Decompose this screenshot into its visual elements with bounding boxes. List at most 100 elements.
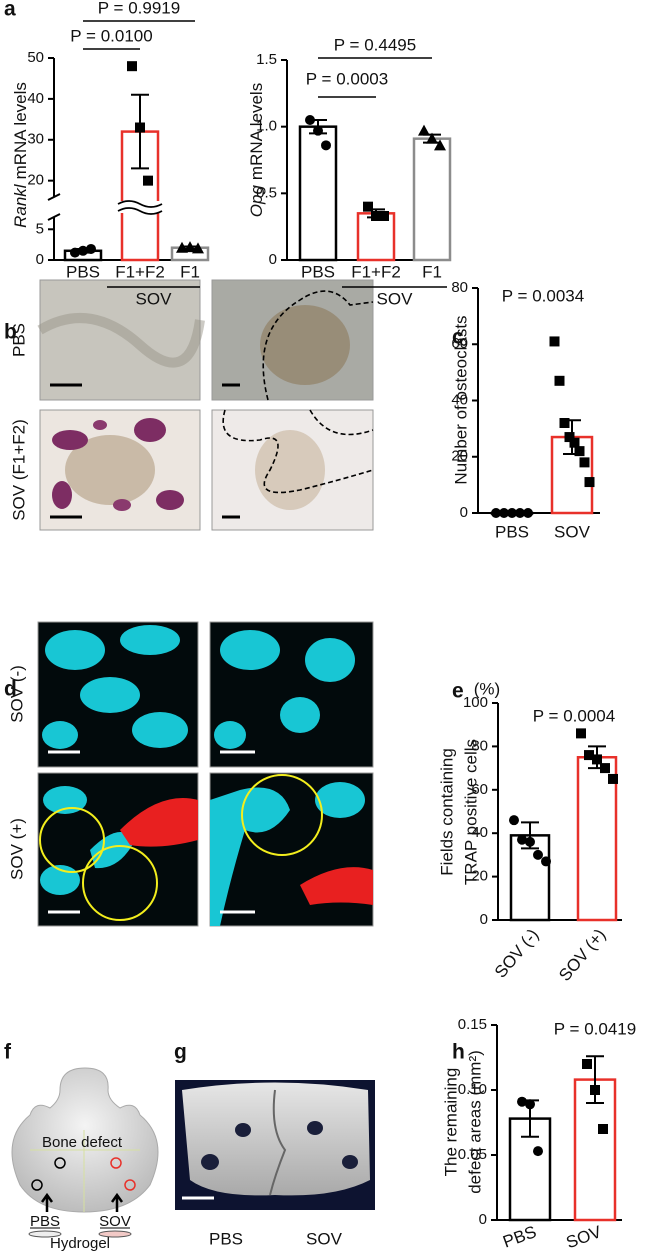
y-tick-label: 20 xyxy=(27,172,44,189)
data-point xyxy=(509,815,519,826)
y-axis-title-rest: mRNA levels xyxy=(247,83,266,180)
data-point xyxy=(541,856,551,867)
p-value: P = 0.0419 xyxy=(554,1019,636,1038)
data-point xyxy=(418,124,430,136)
group-label: SOV xyxy=(136,289,173,308)
diagram-label: PBS xyxy=(30,1213,60,1230)
panel-label: a xyxy=(4,0,16,21)
axis-break xyxy=(47,193,61,221)
y-axis-title: Opg mRNA levels xyxy=(247,83,266,217)
panel-label: b xyxy=(4,321,17,344)
y-tick-label: 0 xyxy=(479,1211,487,1228)
data-point xyxy=(576,728,586,739)
data-point xyxy=(582,1059,592,1069)
error-bar xyxy=(181,245,199,250)
y-tick-label: 40 xyxy=(27,90,44,107)
y-tick-label: 20 xyxy=(451,448,468,465)
image-label: PBS xyxy=(209,1229,243,1248)
data-point xyxy=(549,336,560,347)
y-tick-label: 0 xyxy=(269,251,277,268)
y-axis-title-gene: Opg xyxy=(247,185,266,218)
error-bar xyxy=(521,821,539,850)
x-tick-label: SOV xyxy=(564,1222,605,1251)
data-point xyxy=(533,1146,543,1157)
data-point xyxy=(143,175,153,186)
y-axis-title: Fields containing xyxy=(437,748,456,876)
p-value: P = 0.9919 xyxy=(98,0,180,17)
data-point xyxy=(579,457,590,468)
data-point xyxy=(434,139,446,151)
row-label: SOV (F1+F2) xyxy=(9,419,28,521)
x-tick-label: F1+F2 xyxy=(115,262,165,281)
error-bar xyxy=(563,419,581,455)
data-point xyxy=(321,140,331,151)
y-tick-label: 40 xyxy=(451,391,468,408)
chart: 0 0.5 1.0 1.5 Opg mRNA levels PBS F1+F2 F1 SOV P =… xyxy=(247,35,452,308)
data-point xyxy=(559,418,570,428)
row-label: SOV (+) xyxy=(7,818,26,880)
diagram-label: SOV xyxy=(99,1213,131,1230)
data-point xyxy=(608,773,618,784)
y-tick-label: 0 xyxy=(36,251,44,268)
data-point xyxy=(598,1124,608,1134)
diagram-label: Bone defect xyxy=(42,1134,123,1151)
x-tick-label: F1 xyxy=(180,262,200,281)
y-tick-label: 0.15 xyxy=(458,1016,487,1033)
y-tick-label: 0 xyxy=(460,504,468,521)
error-bar xyxy=(309,119,327,135)
ct-image xyxy=(175,1080,375,1210)
p-value: P = 0.4495 xyxy=(334,35,416,54)
data-point xyxy=(363,201,373,212)
panel-label: g xyxy=(174,1041,187,1064)
y-axis-title: Number of osteoclasts xyxy=(451,315,470,484)
data-point xyxy=(569,437,580,448)
break-mask xyxy=(118,201,162,213)
y-tick-label: 1.0 xyxy=(256,118,277,135)
group-label: SOV xyxy=(377,289,414,308)
data-point xyxy=(574,446,585,457)
x-tick-label: SOV (+) xyxy=(555,925,609,985)
y-tick-label: 0.5 xyxy=(256,184,277,201)
data-point xyxy=(379,211,389,221)
bar xyxy=(412,137,452,262)
y-tick-label: 60 xyxy=(451,335,468,352)
x-tick-label: PBS xyxy=(500,1222,538,1251)
data-point xyxy=(564,432,575,443)
row-label: SOV (-) xyxy=(7,665,26,723)
x-tick-label: PBS xyxy=(301,262,335,281)
error-bar xyxy=(423,133,441,144)
data-point xyxy=(517,834,527,845)
y-tick-label: 50 xyxy=(27,49,44,66)
data-point xyxy=(533,849,543,860)
data-point xyxy=(517,1096,527,1107)
y-tick-label: 30 xyxy=(27,131,44,148)
data-point xyxy=(192,242,204,254)
y-tick-label: 0 xyxy=(480,911,488,928)
row-label: PBS xyxy=(9,323,28,357)
data-point xyxy=(127,61,137,72)
y-tick-label: 60 xyxy=(471,781,488,798)
x-tick-label: PBS xyxy=(495,522,529,541)
x-tick-label: PBS xyxy=(66,262,100,281)
panel-label: h xyxy=(452,1041,465,1064)
y-tick-label: 80 xyxy=(451,279,468,296)
panel-label: c xyxy=(452,326,464,349)
y-tick-label: 100 xyxy=(463,694,488,711)
fluorescence-d xyxy=(37,621,374,927)
bar xyxy=(298,125,338,262)
panel-label: e xyxy=(452,680,464,703)
y-axis-title: Rankl mRNA levels xyxy=(11,82,30,228)
x-tick-label: F1+F2 xyxy=(351,262,401,281)
y-axis-title: The remaining xyxy=(441,1068,460,1177)
y-axis-unit: (%) xyxy=(474,679,500,698)
x-tick-label: SOV (-) xyxy=(491,925,543,981)
data-point xyxy=(584,750,594,761)
y-tick-label: 0.10 xyxy=(458,1081,487,1098)
break-symbol xyxy=(117,200,163,215)
micrographs-b xyxy=(37,279,374,531)
bar xyxy=(550,435,594,515)
p-value: P = 0.0100 xyxy=(70,26,152,45)
x-tick-label: SOV xyxy=(554,522,591,541)
